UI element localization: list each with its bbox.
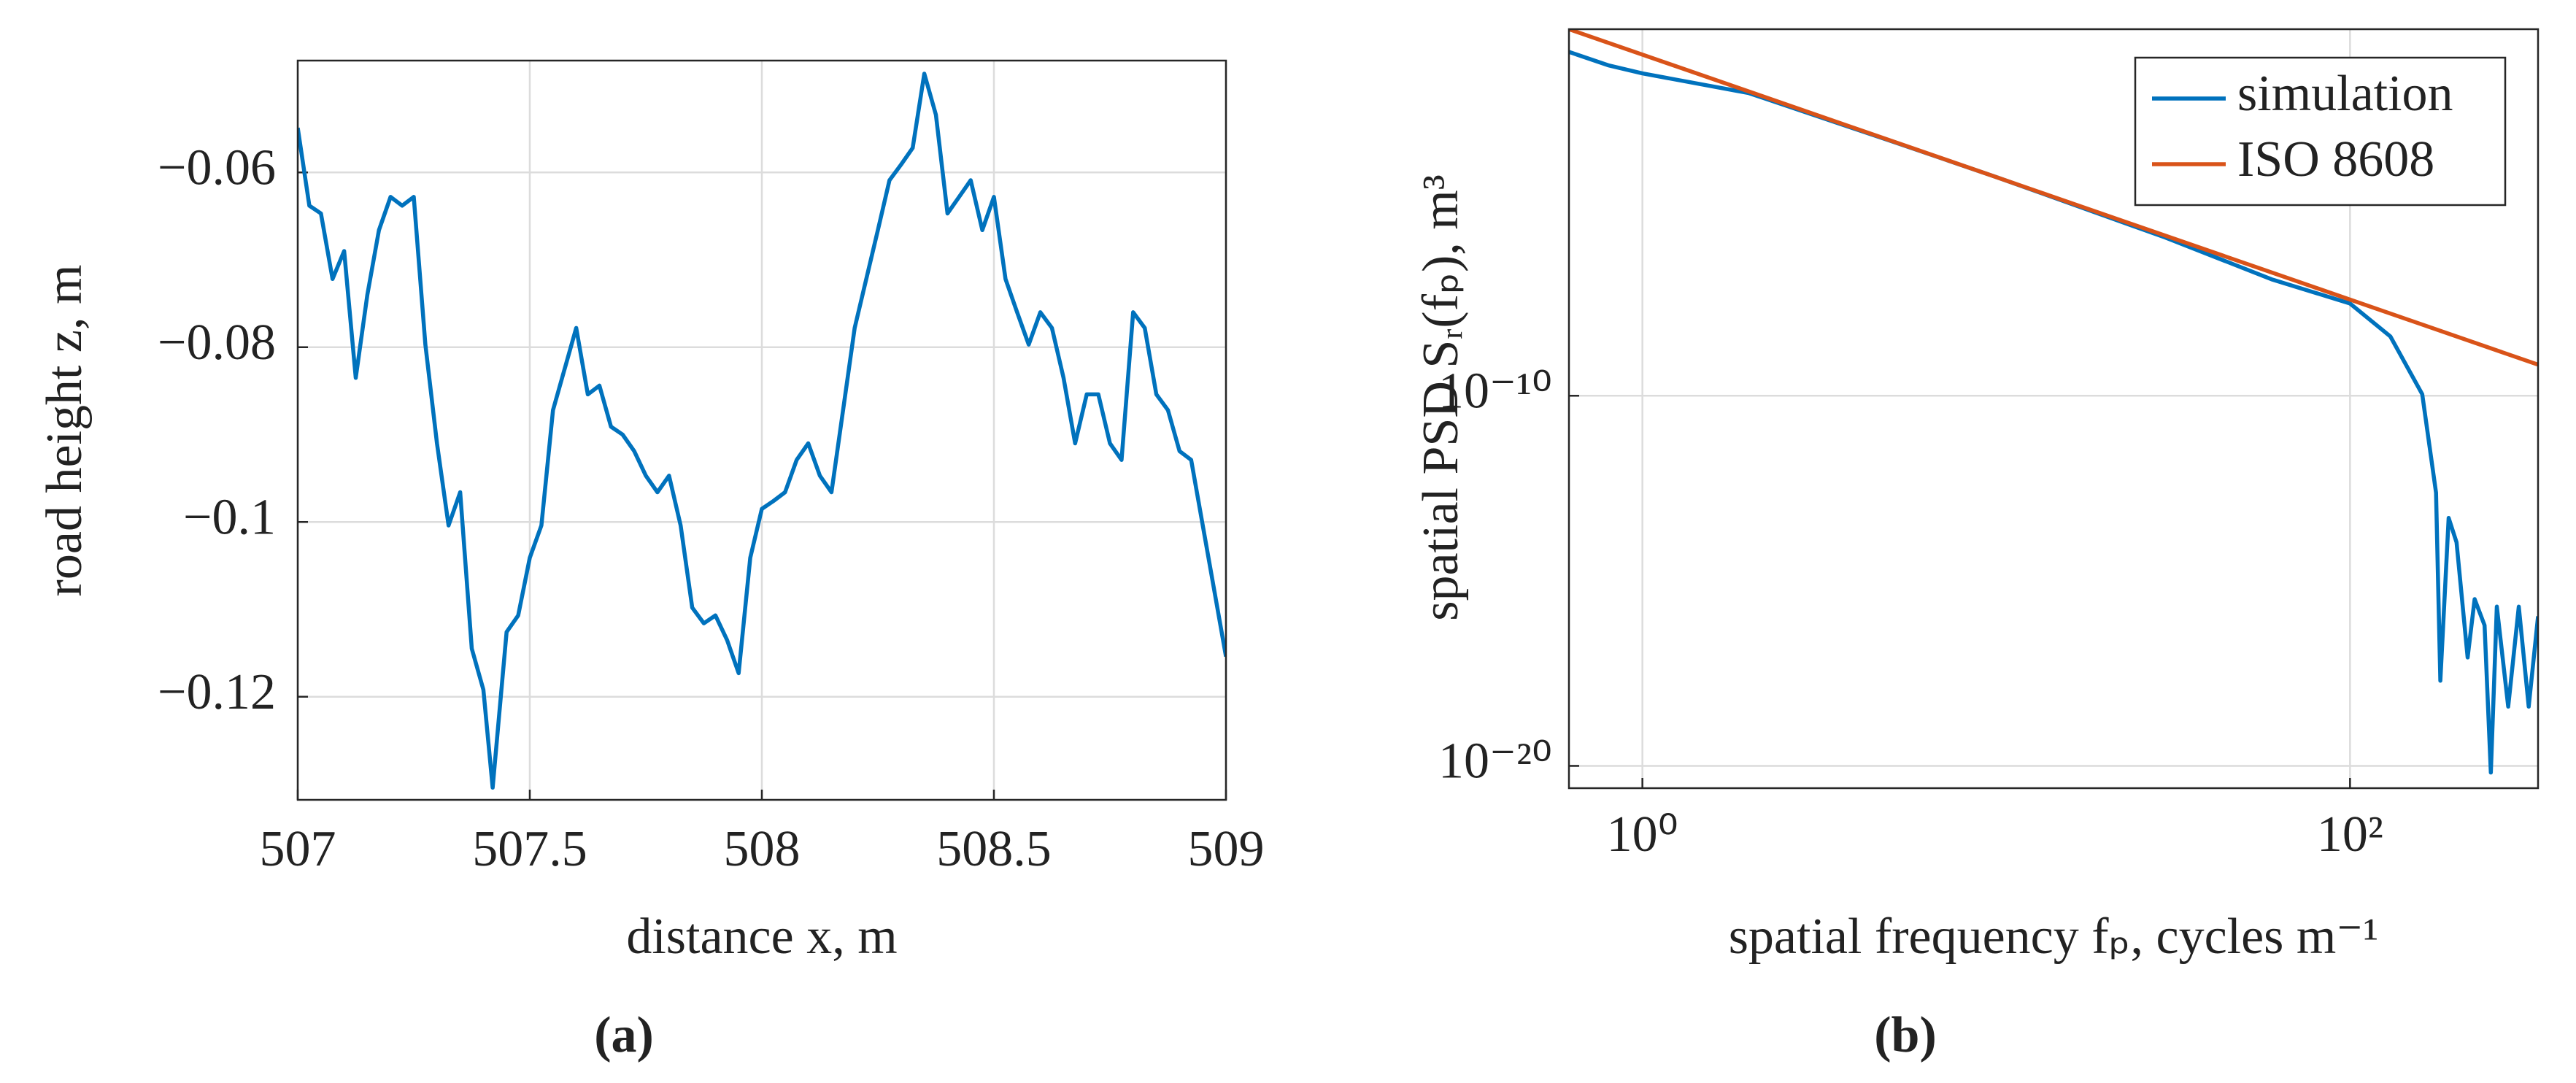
axes: 10⁰ 10² 10⁻²⁰ 10⁻¹⁰ spatial frequency fₚ, cy… [1413,28,2540,1063]
x-tick-label: 10⁰ [1607,806,1678,863]
x-tick-label: 509 [1188,821,1265,877]
y-tick-label: −0.1 [183,489,276,545]
legend-label: simulation [2237,66,2453,122]
x-axis-label: distance x, m [626,909,897,965]
x-tick-label: 507 [260,821,336,877]
y-tick-label: −0.08 [158,315,276,371]
x-tick-label: 508.5 [936,821,1052,877]
y-axis-label: road height z, m [36,265,93,597]
caption: (b) [1874,1007,1937,1063]
caption: (a) [594,1007,654,1063]
y-tick-label: 10⁻²⁰ [1438,733,1552,790]
axes-frame [296,59,1227,801]
axes: 507 507.5 508 508.5 509 −0.12 −0.1 −0.08 −0.06 di… [36,59,1265,1063]
y-tick-label: −0.06 [158,139,276,196]
axes-frame [1567,28,2540,790]
data-line [298,72,1226,790]
x-axis-label: spatial frequency fₚ, cycles m⁻¹ [1729,909,2379,965]
x-tick-label: 508 [724,821,801,877]
data-line [1569,29,2538,367]
x-tick-label: 10² [2317,806,2383,863]
legend-label: ISO 8608 [2237,131,2434,188]
x-tick-label: 507.5 [472,821,587,877]
y-tick-label: −0.12 [158,664,276,720]
legend: simulation ISO 8608 [2134,56,2507,207]
y-axis-label: spatial PSD Sᵣ(fₚ), m³ [1413,174,1469,620]
y-tick-label: 10⁻¹⁰ [1438,363,1552,419]
legend-box [2134,56,2507,207]
